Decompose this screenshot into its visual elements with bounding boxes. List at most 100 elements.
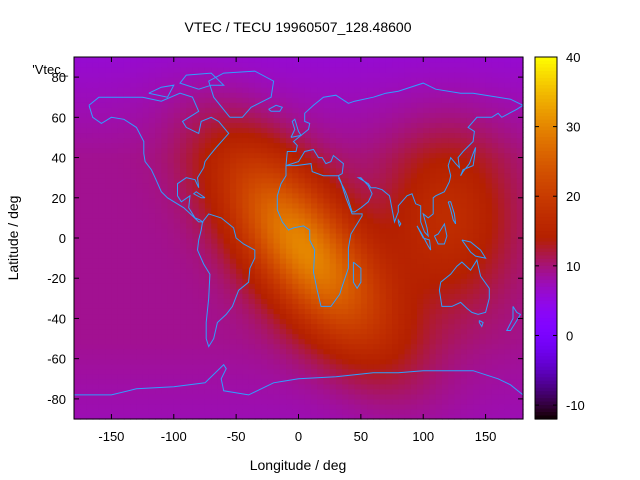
heatmap-cell: [167, 162, 175, 169]
heatmap-cell: [111, 72, 119, 78]
heatmap-cell: [192, 97, 200, 103]
heatmap-cell: [98, 157, 106, 164]
heatmap-cell: [385, 323, 393, 330]
heatmap-cell: [248, 353, 256, 360]
heatmap-cell: [204, 132, 212, 139]
heatmap-cell: [441, 197, 449, 204]
heatmap-cell: [479, 343, 487, 350]
heatmap-cell: [236, 378, 243, 385]
heatmap-cell: [504, 338, 512, 345]
heatmap-cell: [473, 378, 480, 385]
heatmap-cell: [398, 97, 406, 103]
heatmap-cell: [123, 383, 131, 390]
heatmap-cell: [510, 87, 518, 93]
heatmap-cell: [423, 338, 431, 345]
heatmap-cell: [379, 313, 387, 320]
heatmap-cell: [148, 142, 156, 149]
heatmap-cell: [429, 107, 437, 113]
heatmap-cell: [236, 232, 243, 239]
heatmap-cell: [198, 413, 206, 420]
heatmap-cell: [173, 253, 181, 259]
heatmap-cell: [379, 117, 387, 123]
heatmap-cell: [441, 283, 449, 289]
heatmap-cell: [342, 167, 349, 174]
heatmap-cell: [329, 388, 337, 395]
heatmap-cell: [223, 313, 231, 320]
heatmap-cell: [111, 383, 119, 390]
heatmap-cell: [348, 353, 356, 360]
heatmap-cell: [416, 92, 424, 98]
heatmap-cell: [173, 157, 181, 164]
heatmap-cell: [485, 112, 493, 118]
heatmap-cell: [323, 238, 331, 244]
heatmap-cell: [161, 248, 169, 254]
heatmap-cell: [123, 283, 131, 289]
heatmap-cell: [504, 157, 512, 164]
heatmap-cell: [130, 293, 137, 299]
heatmap-cell: [423, 182, 431, 189]
heatmap-cell: [242, 207, 250, 214]
heatmap-cell: [105, 107, 113, 113]
heatmap-cell: [416, 363, 424, 370]
heatmap-cell: [410, 398, 418, 405]
heatmap-cell: [348, 328, 356, 335]
heatmap-cell: [460, 383, 468, 390]
heatmap-cell: [498, 298, 505, 304]
heatmap-cell: [161, 102, 169, 108]
heatmap-cell: [473, 117, 480, 123]
heatmap-cell: [98, 253, 106, 259]
heatmap-cell: [354, 318, 362, 325]
heatmap-cell: [92, 313, 100, 320]
heatmap-cell: [485, 338, 493, 345]
heatmap-cell: [498, 403, 505, 410]
heatmap-cell: [354, 142, 362, 149]
heatmap-cell: [448, 142, 456, 149]
heatmap-cell: [217, 378, 225, 385]
heatmap-cell: [504, 293, 512, 299]
heatmap-cell: [80, 77, 88, 83]
heatmap-cell: [485, 132, 493, 139]
heatmap-cell: [435, 268, 443, 274]
heatmap-cell: [105, 253, 113, 259]
heatmap-cell: [504, 378, 512, 385]
heatmap-cell: [167, 243, 175, 249]
heatmap-cell: [342, 222, 349, 229]
heatmap-cell: [335, 408, 343, 415]
heatmap-cell: [180, 283, 187, 289]
heatmap-cell: [385, 398, 393, 405]
heatmap-cell: [74, 248, 81, 254]
heatmap-cell: [148, 273, 156, 279]
heatmap-cell: [398, 212, 406, 219]
heatmap-cell: [504, 102, 512, 108]
heatmap-cell: [398, 318, 406, 325]
heatmap-cell: [410, 187, 418, 194]
heatmap-cell: [479, 122, 487, 128]
heatmap-cell: [229, 167, 237, 174]
heatmap-cell: [335, 112, 343, 118]
heatmap-cell: [123, 92, 131, 98]
heatmap-cell: [504, 132, 512, 139]
heatmap-cell: [142, 328, 150, 335]
heatmap-cell: [223, 238, 231, 244]
heatmap-cell: [379, 378, 387, 385]
heatmap-cell: [123, 268, 131, 274]
heatmap-cell: [416, 137, 424, 144]
heatmap-cell: [392, 207, 399, 214]
heatmap-cell: [404, 273, 412, 279]
heatmap-cell: [379, 388, 387, 395]
heatmap-cell: [254, 142, 262, 149]
heatmap-cell: [211, 162, 219, 169]
heatmap-cell: [348, 197, 356, 204]
heatmap-cell: [479, 97, 487, 103]
heatmap-cell: [423, 388, 431, 395]
heatmap-cell: [167, 238, 175, 244]
heatmap-cell: [385, 243, 393, 249]
heatmap-cell: [317, 408, 325, 415]
heatmap-cell: [473, 248, 480, 254]
heatmap-cell: [373, 293, 381, 299]
heatmap-cell: [142, 82, 150, 88]
heatmap-cell: [342, 298, 349, 304]
heatmap-cell: [180, 328, 187, 335]
heatmap-cell: [198, 107, 206, 113]
heatmap-cell: [516, 77, 524, 83]
